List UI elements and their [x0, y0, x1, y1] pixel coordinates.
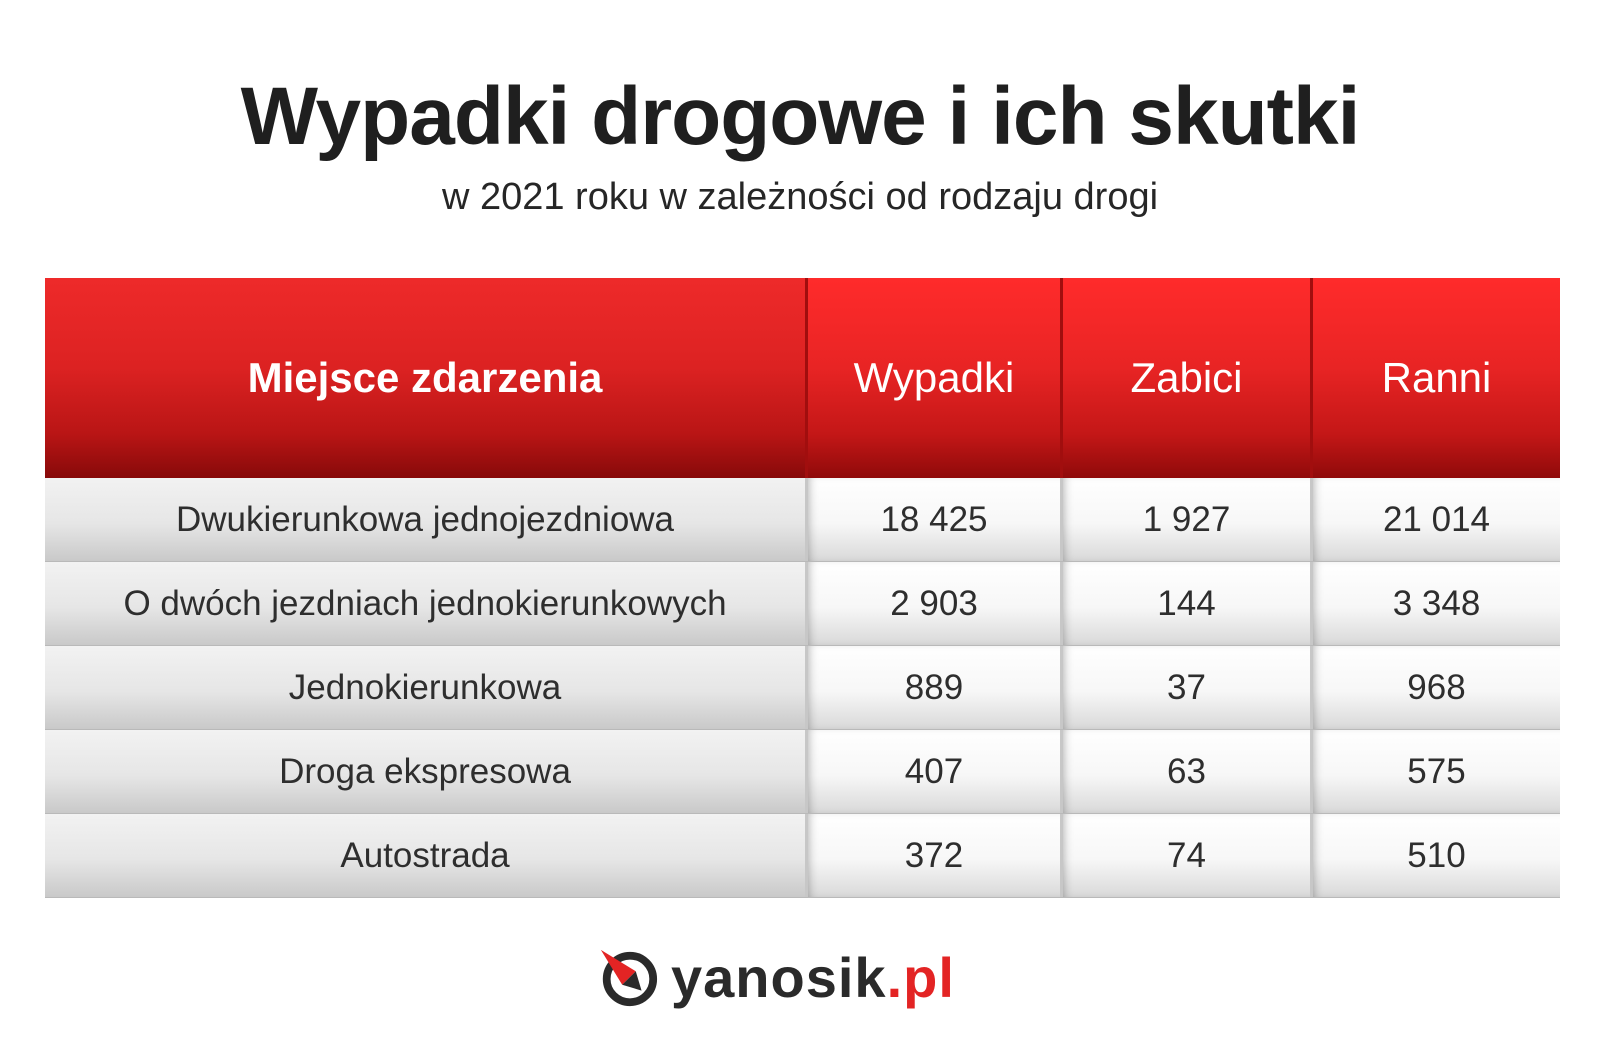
page-subtitle: w 2021 roku w zależności od rodzaju drog…: [441, 176, 1159, 218]
table-row: O dwóch jezdniach jednokierunkowych 2 90…: [45, 562, 1560, 646]
cell-killed: 144: [1060, 562, 1310, 645]
cell-injured: 575: [1310, 730, 1560, 813]
cell-killed: 37: [1060, 646, 1310, 729]
table-row: Dwukierunkowa jednojezdniowa 18 425 1 92…: [45, 478, 1560, 562]
yanosik-compass-icon: [600, 949, 658, 1007]
logo-name: yanosik: [671, 945, 887, 1009]
cell-location: Jednokierunkowa: [45, 646, 805, 729]
table-row: Jednokierunkowa 889 37 968: [45, 646, 1560, 730]
column-header-location: Miejsce zdarzenia: [45, 278, 805, 478]
column-header-killed: Zabici: [1060, 278, 1310, 478]
cell-accidents: 889: [805, 646, 1060, 729]
cell-location: Autostrada: [45, 814, 805, 897]
cell-injured: 21 014: [1310, 478, 1560, 561]
yanosik-logo: yanosik.pl: [597, 942, 955, 1012]
cell-killed: 1 927: [1060, 478, 1310, 561]
cell-location: O dwóch jezdniach jednokierunkowych: [45, 562, 805, 645]
cell-killed: 74: [1060, 814, 1310, 897]
cell-injured: 968: [1310, 646, 1560, 729]
column-header-injured: Ranni: [1310, 278, 1560, 478]
cell-injured: 3 348: [1310, 562, 1560, 645]
cell-killed: 63: [1060, 730, 1310, 813]
cell-location: Dwukierunkowa jednojezdniowa: [45, 478, 805, 561]
logo-dot: .: [886, 945, 904, 1009]
cell-accidents: 372: [805, 814, 1060, 897]
accident-table: Miejsce zdarzenia Wypadki Zabici Ranni D…: [45, 278, 1560, 898]
cell-accidents: 18 425: [805, 478, 1060, 561]
cell-accidents: 2 903: [805, 562, 1060, 645]
logo-wordmark: yanosik.pl: [671, 945, 955, 1010]
table-header: Miejsce zdarzenia Wypadki Zabici Ranni: [45, 278, 1560, 478]
page-title: Wypadki drogowe i ich skutki: [240, 71, 1361, 162]
cell-location: Droga ekspresowa: [45, 730, 805, 813]
logo-tld: pl: [903, 945, 955, 1009]
column-header-accidents: Wypadki: [805, 278, 1060, 478]
table-row: Droga ekspresowa 407 63 575: [45, 730, 1560, 814]
cell-injured: 510: [1310, 814, 1560, 897]
cell-accidents: 407: [805, 730, 1060, 813]
table-row: Autostrada 372 74 510: [45, 814, 1560, 898]
